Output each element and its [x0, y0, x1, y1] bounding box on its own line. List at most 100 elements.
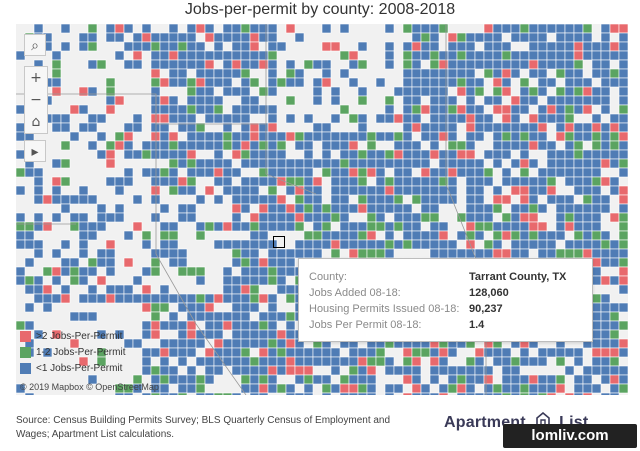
county-tile[interactable] [339, 131, 350, 142]
county-tile[interactable] [411, 77, 422, 88]
county-tile[interactable] [222, 77, 233, 88]
county-tile[interactable] [339, 239, 350, 250]
county-tile[interactable] [222, 239, 233, 250]
county-tile[interactable] [105, 149, 116, 160]
county-tile[interactable] [474, 50, 485, 61]
county-tile[interactable] [240, 356, 251, 367]
county-tile[interactable] [537, 104, 548, 115]
county-tile[interactable] [600, 50, 611, 61]
county-tile[interactable] [60, 194, 71, 205]
county-tile[interactable] [519, 104, 530, 115]
county-tile[interactable] [537, 24, 548, 34]
county-tile[interactable] [483, 248, 494, 259]
county-tile[interactable] [573, 239, 584, 250]
county-tile[interactable] [51, 59, 62, 70]
county-tile[interactable] [393, 194, 404, 205]
county-tile[interactable] [231, 275, 242, 286]
county-tile[interactable] [231, 104, 242, 115]
county-tile[interactable] [582, 50, 593, 61]
county-tile[interactable] [16, 275, 26, 286]
county-tile[interactable] [501, 59, 512, 70]
county-tile[interactable] [267, 365, 278, 376]
county-tile[interactable] [123, 131, 134, 142]
county-tile[interactable] [240, 239, 251, 250]
county-tile[interactable] [231, 167, 242, 178]
county-tile[interactable] [447, 167, 458, 178]
county-tile[interactable] [42, 293, 53, 304]
county-tile[interactable] [285, 185, 296, 196]
county-tile[interactable] [393, 86, 404, 97]
county-tile[interactable] [249, 293, 260, 304]
county-tile[interactable] [402, 185, 413, 196]
county-tile[interactable] [177, 212, 188, 223]
county-tile[interactable] [42, 284, 53, 295]
county-tile[interactable] [240, 41, 251, 52]
county-tile[interactable] [276, 338, 287, 349]
county-tile[interactable] [546, 185, 557, 196]
county-tile[interactable] [456, 392, 467, 395]
county-tile[interactable] [591, 203, 602, 214]
county-tile[interactable] [411, 212, 422, 223]
county-tile[interactable] [16, 221, 26, 232]
county-tile[interactable] [141, 41, 152, 52]
county-tile[interactable] [267, 338, 278, 349]
county-tile[interactable] [249, 131, 260, 142]
county-tile[interactable] [195, 86, 206, 97]
county-tile[interactable] [465, 32, 476, 43]
county-tile[interactable] [78, 212, 89, 223]
county-tile[interactable] [456, 158, 467, 169]
county-tile[interactable] [501, 392, 512, 395]
county-tile[interactable] [465, 59, 476, 70]
county-tile[interactable] [258, 59, 269, 70]
county-tile[interactable] [276, 356, 287, 367]
county-tile[interactable] [519, 221, 530, 232]
county-tile[interactable] [456, 113, 467, 124]
county-tile[interactable] [393, 167, 404, 178]
county-tile[interactable] [258, 194, 269, 205]
county-tile[interactable] [555, 203, 566, 214]
county-tile[interactable] [573, 122, 584, 133]
county-tile[interactable] [420, 383, 431, 394]
county-tile[interactable] [600, 176, 611, 187]
county-tile[interactable] [474, 176, 485, 187]
county-tile[interactable] [285, 24, 296, 34]
county-tile[interactable] [609, 338, 620, 349]
county-tile[interactable] [258, 320, 269, 331]
county-tile[interactable] [573, 104, 584, 115]
county-tile[interactable] [267, 302, 278, 313]
county-tile[interactable] [105, 212, 116, 223]
county-tile[interactable] [393, 239, 404, 250]
county-tile[interactable] [321, 68, 332, 79]
county-tile[interactable] [447, 122, 458, 133]
county-tile[interactable] [519, 212, 530, 223]
county-tile[interactable] [141, 167, 152, 178]
county-tile[interactable] [384, 24, 395, 34]
county-tile[interactable] [249, 50, 260, 61]
county-tile[interactable] [240, 374, 251, 385]
county-tile[interactable] [573, 68, 584, 79]
county-tile[interactable] [159, 392, 170, 395]
county-tile[interactable] [42, 266, 53, 277]
county-tile[interactable] [474, 32, 485, 43]
county-tile[interactable] [231, 41, 242, 52]
county-tile[interactable] [177, 104, 188, 115]
county-tile[interactable] [510, 122, 521, 133]
county-tile[interactable] [213, 320, 224, 331]
county-tile[interactable] [429, 86, 440, 97]
county-tile[interactable] [285, 257, 296, 268]
county-tile[interactable] [582, 212, 593, 223]
county-tile[interactable] [483, 68, 494, 79]
county-tile[interactable] [78, 293, 89, 304]
county-tile[interactable] [150, 131, 161, 142]
county-tile[interactable] [123, 41, 134, 52]
county-tile[interactable] [186, 158, 197, 169]
county-tile[interactable] [168, 392, 179, 395]
county-tile[interactable] [213, 77, 224, 88]
county-tile[interactable] [618, 77, 628, 88]
county-tile[interactable] [159, 77, 170, 88]
county-tile[interactable] [249, 374, 260, 385]
county-tile[interactable] [105, 77, 116, 88]
county-tile[interactable] [60, 158, 71, 169]
county-tile[interactable] [51, 248, 62, 259]
county-tile[interactable] [555, 347, 566, 358]
